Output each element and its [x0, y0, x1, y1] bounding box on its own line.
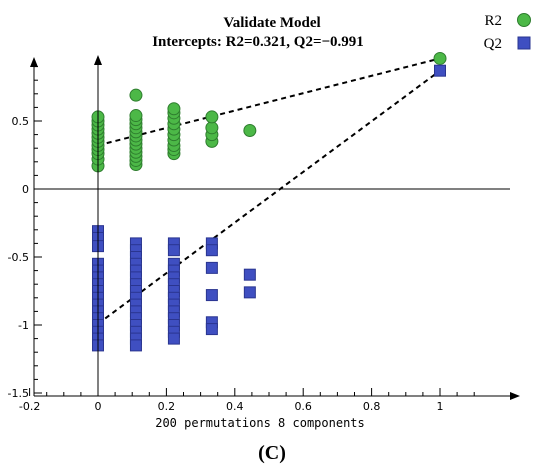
q2-point [243, 268, 256, 281]
x-axis-label: 200 permutations 8 components [155, 416, 365, 430]
x-tick-label: 0.4 [226, 400, 244, 413]
bottom-axis-arrow [510, 392, 520, 400]
legend-marker-r2 [517, 13, 531, 27]
q2-point [205, 244, 218, 257]
y-axis-arrow [94, 55, 102, 65]
q2-point [205, 289, 218, 302]
r2-point [129, 88, 143, 102]
panel-label: (C) [258, 442, 286, 464]
q2-point [205, 323, 218, 336]
left-axis-arrow [30, 57, 38, 67]
r2-point [205, 110, 219, 124]
x-tick-label: 0.2 [158, 400, 176, 413]
q2-point [167, 332, 180, 345]
y-tick-label: -1.5 [8, 387, 29, 400]
axes: -1.5 -1 -0.5 0 0.5 -0.2 0 0.2 0.4 0.6 0.8 1 [8, 55, 520, 413]
x-tick-label: 1 [437, 400, 444, 413]
regression-line-q2 [97, 69, 441, 325]
legend-label-r2: R2 [484, 13, 502, 29]
q2-point [129, 339, 142, 352]
regression-line-r2 [97, 57, 441, 147]
legend-label-q2: Q2 [484, 36, 502, 52]
r2-point [129, 109, 143, 123]
r2-point [243, 124, 257, 138]
r2-point [433, 51, 447, 65]
y-tick-label: 0.5 [12, 115, 30, 128]
x-tick-label: 0 [95, 400, 102, 413]
x-tick-label: -0.2 [19, 400, 40, 413]
q2-point [167, 244, 180, 257]
q2-point [243, 286, 256, 299]
legend-marker-q2 [517, 36, 531, 50]
r2-point [167, 102, 181, 116]
r2-point [205, 121, 219, 135]
chart-title: Validate Model [223, 15, 320, 31]
q2-point [434, 64, 446, 77]
chart-subtitle: Intercepts: R2=0.321, Q2=−0.991 [152, 34, 364, 50]
y-tick-label: -1 [18, 319, 29, 332]
y-tick-label: 0 [22, 183, 29, 196]
x-tick-label: 0.6 [294, 400, 312, 413]
plot-marks [91, 51, 447, 352]
q2-point [205, 261, 218, 274]
x-tick-label: 0.8 [363, 400, 381, 413]
y-tick-label: -0.5 [8, 251, 29, 264]
